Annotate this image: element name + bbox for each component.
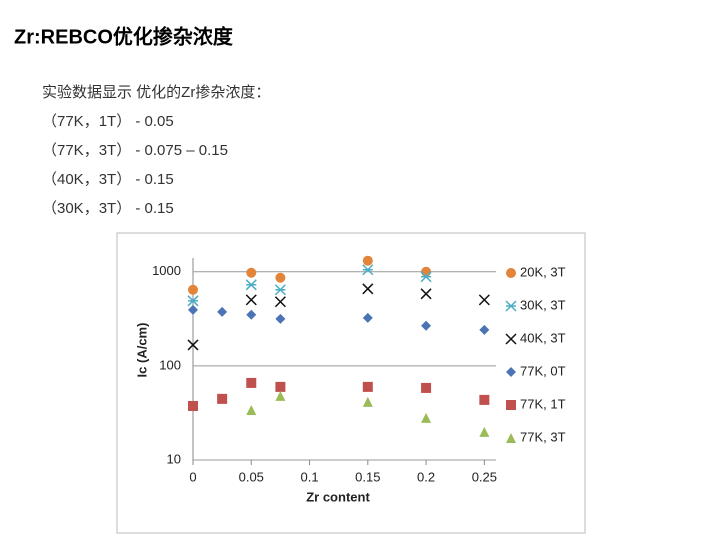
chart-frame	[116, 232, 586, 534]
note: 实验数据显示 优化的Zr掺杂浓度：	[42, 84, 270, 101]
y-tick-label: 1000	[152, 263, 181, 278]
point	[362, 312, 373, 323]
legend-label: 77K, 3T	[520, 429, 566, 444]
legend-label: 77K, 1T	[520, 396, 566, 411]
legend-label: 30K, 3T	[520, 297, 566, 312]
point	[362, 381, 373, 392]
legend-marker	[505, 300, 517, 312]
point	[275, 390, 286, 401]
point	[245, 294, 257, 306]
point	[420, 271, 432, 283]
legend-marker	[506, 268, 516, 278]
point	[274, 284, 286, 296]
point	[275, 313, 286, 324]
note: （40K，3T） - 0.15	[42, 171, 174, 188]
point	[246, 267, 257, 278]
point	[246, 404, 257, 415]
legend-marker	[506, 367, 516, 377]
legend-label: 40K, 3T	[520, 330, 566, 345]
point	[275, 381, 286, 392]
point	[188, 400, 198, 411]
point	[478, 294, 490, 306]
legend-marker	[505, 333, 517, 345]
point	[188, 304, 198, 315]
x-tick-label: 0	[189, 469, 196, 484]
point	[479, 426, 490, 437]
point	[188, 284, 198, 295]
point	[421, 382, 432, 393]
point	[245, 279, 257, 291]
y-tick-label: 10	[167, 451, 181, 466]
legend-marker	[506, 400, 516, 410]
point	[275, 272, 286, 283]
point	[217, 306, 228, 317]
x-tick-label: 0.15	[355, 469, 380, 484]
point	[246, 309, 257, 320]
note: （77K，3T） - 0.075 – 0.15	[42, 142, 228, 159]
point	[246, 377, 257, 388]
point	[362, 255, 373, 266]
point	[217, 393, 228, 404]
point	[274, 296, 286, 308]
note: （77K，1T） - 0.05	[42, 113, 174, 130]
x-axis-label: Zr content	[306, 489, 370, 504]
point	[420, 288, 432, 300]
point	[187, 295, 199, 307]
y-axis-label: Ic (A/cm)	[134, 323, 149, 378]
point	[421, 266, 432, 277]
legend-label: 77K, 0T	[520, 363, 566, 378]
x-tick-label: 0.05	[239, 469, 264, 484]
slide-title: Zr:REBCO优化掺杂浓度	[14, 24, 234, 48]
point	[362, 264, 374, 276]
x-tick-label: 0.1	[300, 469, 318, 484]
point	[362, 283, 374, 295]
point	[187, 339, 199, 351]
x-tick-label: 0.25	[472, 469, 497, 484]
point	[479, 324, 490, 335]
point	[421, 320, 432, 331]
note: （30K，3T） - 0.15	[42, 200, 174, 217]
legend-marker	[506, 433, 516, 443]
legend-label: 20K, 3T	[520, 264, 566, 279]
point	[479, 394, 490, 405]
point	[421, 412, 432, 423]
x-tick-label: 0.2	[417, 469, 435, 484]
y-tick-label: 100	[159, 357, 181, 372]
point	[362, 396, 373, 407]
